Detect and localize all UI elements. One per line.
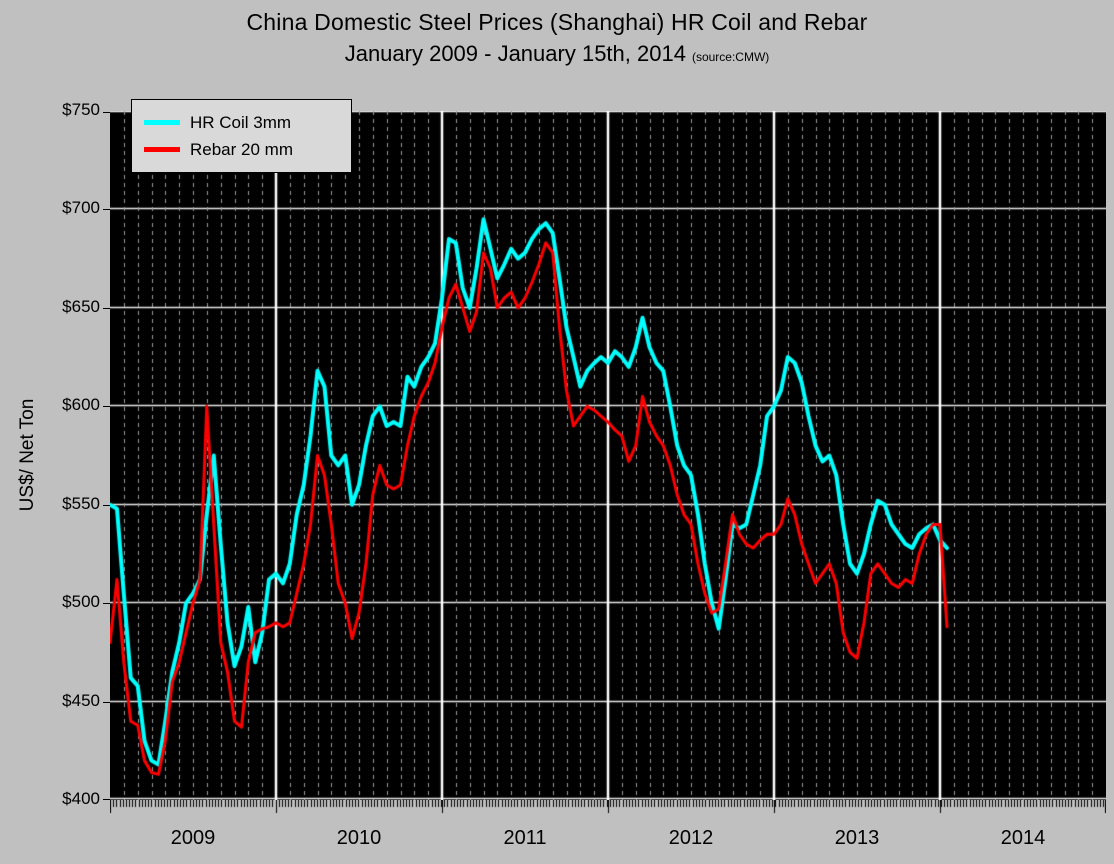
legend-label-rebar: Rebar 20 mm — [190, 139, 293, 159]
y-axis-tick-mark — [103, 406, 110, 407]
chart-source-note: (source:CMW) — [691, 50, 770, 64]
x-axis-year-label: 2013 — [834, 827, 880, 849]
x-axis-year-label: 2012 — [668, 827, 714, 849]
y-axis-tick-mark — [103, 209, 110, 210]
chart-canvas — [110, 111, 1106, 800]
y-axis-title: US$/ Net Ton — [17, 398, 38, 512]
y-axis-tick-label: $550 — [62, 493, 100, 513]
chart-title: China Domestic Steel Prices (Shanghai) H… — [246, 9, 868, 35]
chart-subtitle: January 2009 - January 15th, 2014 (source… — [0, 41, 1114, 67]
y-axis-tick-label: $500 — [62, 592, 100, 612]
y-axis-tick-mark — [103, 112, 110, 113]
chart-title-block: China Domestic Steel Prices (Shanghai) H… — [0, 9, 1114, 67]
x-axis-year-label: 2011 — [503, 827, 547, 849]
x-axis-year-label: 2010 — [336, 827, 382, 849]
y-axis-tick-mark — [103, 505, 110, 506]
x-axis-year-label: 2009 — [170, 827, 216, 849]
y-axis-tick-label: $450 — [62, 690, 100, 710]
y-axis-tick-label: $600 — [62, 395, 100, 415]
legend: HR Coil 3mm Rebar 20 mm — [131, 99, 352, 173]
y-axis-tick-label: $700 — [62, 198, 100, 218]
legend-swatch-rebar — [144, 147, 180, 152]
x-axis-year-label: 2014 — [1000, 827, 1046, 849]
plot-area — [110, 111, 1106, 800]
y-axis-tick-label: $750 — [62, 100, 100, 119]
y-axis-tick-mark — [103, 702, 110, 703]
x-axis-ticks-canvas — [110, 800, 1106, 814]
legend-label-hr-coil: HR Coil 3mm — [190, 112, 292, 132]
legend-item-hr-coil: HR Coil 3mm — [144, 109, 339, 136]
y-axis-tick-label: $650 — [62, 296, 100, 316]
y-axis-tick-mark — [103, 308, 110, 309]
y-axis-tick-label: $400 — [62, 789, 100, 808]
chart-subtitle-dates: January 2009 - January 15th, 2014 — [344, 41, 686, 66]
legend-item-rebar: Rebar 20 mm — [144, 136, 339, 163]
y-axis-tick-mark — [103, 799, 110, 800]
legend-swatch-hr-coil — [144, 120, 180, 125]
y-axis-tick-mark — [103, 603, 110, 604]
